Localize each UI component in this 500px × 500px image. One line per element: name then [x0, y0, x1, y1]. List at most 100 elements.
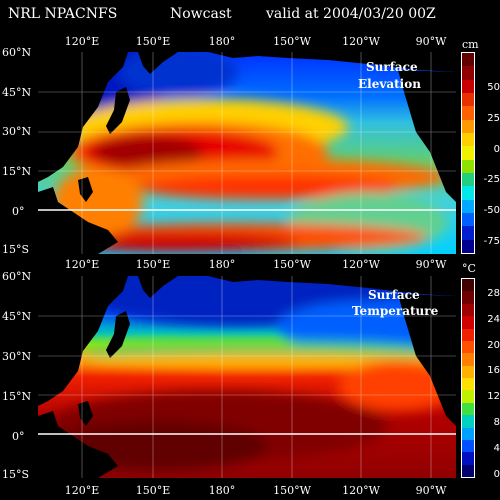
grid-lines: [38, 52, 456, 254]
colorbar-tick-label: 8: [493, 417, 500, 428]
colorbar-segment: [462, 402, 474, 416]
lat-label-15n-top: 15°N: [2, 165, 32, 178]
colorbar-segment: [462, 53, 474, 67]
lat-label-60n-bottom: 60°N: [2, 270, 32, 283]
temperature-unit: °C: [462, 262, 476, 275]
kamchatka-landmass-bottom: [138, 276, 178, 298]
lon-label-150w-bottom: 150°W: [273, 484, 311, 497]
maritime-continent-bottom: [38, 411, 118, 478]
colorbar-tick-label: -75: [483, 236, 500, 247]
lat-label-45n-top: 45°N: [2, 86, 32, 99]
lat-label-eq-top: 0°: [12, 205, 25, 218]
colorbar-segment: [462, 186, 474, 200]
valid-time: valid at 2004/03/20 00Z: [266, 6, 436, 22]
colorbar-segment: [462, 427, 474, 440]
lon-label-150e-mid: 150°E: [135, 258, 171, 271]
colorbar-segment: [462, 226, 474, 240]
colorbar-segment: [462, 365, 474, 378]
colorbar-segment: [462, 199, 474, 213]
colorbar-segment: [462, 340, 474, 354]
colorbar-segment: [462, 452, 474, 465]
lon-label-120e-mid: 120°E: [64, 258, 100, 271]
lon-label-150w-top: 150°W: [273, 35, 311, 48]
north-america-landmass: [398, 70, 456, 202]
elevation-unit: cm: [462, 38, 479, 51]
colorbar-segment: [462, 464, 474, 477]
colorbar-segment: [462, 79, 474, 93]
colorbar-segment: [462, 66, 474, 80]
colorbar-segment: [462, 119, 474, 133]
colorbar-tick-label: -50: [483, 205, 500, 217]
lat-label-15s-top: 15°S: [2, 243, 30, 256]
japan-islands: [106, 87, 130, 134]
japan-islands-bottom: [106, 311, 130, 358]
lon-label-150e-top: 150°E: [135, 35, 171, 48]
colorbar-tick-label: 16: [487, 365, 500, 377]
colorbar-segment: [462, 172, 474, 187]
colorbar-segment: [462, 390, 474, 403]
lon-label-90w-mid: 90°W: [415, 258, 447, 271]
lat-label-45n-bottom: 45°N: [2, 310, 32, 323]
elevation-map-svg: [38, 52, 456, 254]
elevation-title-line2: Elevation: [358, 77, 421, 91]
lat-label-15s-bottom: 15°S: [2, 468, 30, 481]
colorbar-segment: [462, 291, 474, 304]
lon-label-180-bottom: 180°: [208, 484, 236, 497]
lon-label-90w-top: 90°W: [415, 35, 447, 48]
north-america-landmass-bottom: [398, 294, 456, 426]
colorbar-tick-label: 28: [487, 288, 500, 299]
temperature-title-line1: Surface: [368, 288, 420, 302]
grid-lines-bottom: [38, 276, 456, 478]
colorbar-segment: [462, 159, 474, 173]
colorbar-segment: [462, 146, 474, 160]
product-type: Nowcast: [170, 6, 232, 22]
elevation-field: [38, 52, 448, 252]
temperature-colorbar: [461, 278, 475, 478]
model-name: NRL NPACNFS: [8, 6, 118, 22]
lat-label-15n-bottom: 15°N: [2, 390, 32, 403]
asia-landmass: [38, 52, 128, 182]
colorbar-tick-label: 50: [487, 82, 500, 93]
lon-label-150e-bottom: 150°E: [135, 484, 171, 497]
colorbar-segment: [462, 92, 474, 107]
temperature-map-svg: [38, 276, 456, 478]
colorbar-segment: [462, 353, 474, 366]
lat-label-60n-top: 60°N: [2, 46, 32, 59]
colorbar-segment: [462, 303, 474, 317]
colorbar-tick-label: 12: [487, 391, 500, 403]
lon-label-150w-mid: 150°W: [273, 258, 311, 271]
alaska-landmass-bottom: [208, 276, 456, 296]
colorbar-tick-label: 4: [493, 442, 500, 454]
colorbar-tick-label: 20: [487, 339, 500, 351]
kamchatka-landmass: [138, 52, 178, 74]
lon-label-120e-top: 120°E: [64, 35, 100, 48]
colorbar-segment: [462, 239, 474, 253]
colorbar-tick-label: 24: [487, 313, 500, 325]
temperature-title-line2: Temperature: [352, 304, 439, 318]
colorbar-tick-label: 0: [493, 143, 500, 155]
asia-landmass-bottom: [38, 276, 128, 406]
lon-label-90w-bottom: 90°W: [415, 484, 447, 497]
elevation-colorbar: [461, 52, 475, 254]
lon-label-180-top: 180°: [208, 35, 236, 48]
colorbar-segment: [462, 439, 474, 453]
lon-label-120w-mid: 120°W: [342, 258, 380, 271]
lat-label-30n-top: 30°N: [2, 125, 32, 138]
alaska-landmass: [208, 52, 456, 72]
elevation-title-line1: Surface: [366, 60, 418, 74]
colorbar-segment: [462, 106, 474, 120]
lon-label-120w-bottom: 120°W: [342, 484, 380, 497]
colorbar-segment: [462, 212, 474, 227]
lat-label-30n-bottom: 30°N: [2, 350, 32, 363]
colorbar-segment: [462, 415, 474, 428]
colorbar-tick-label: -25: [483, 174, 500, 186]
colorbar-segment: [462, 132, 474, 147]
temperature-map: [38, 276, 456, 478]
colorbar-tick-label: 0: [493, 468, 500, 480]
colorbar-segment: [462, 316, 474, 329]
elevation-map: [38, 52, 456, 254]
colorbar-tick-label: 25: [487, 112, 500, 124]
maritime-continent: [38, 187, 118, 254]
lon-label-120e-bottom: 120°E: [64, 484, 100, 497]
colorbar-segment: [462, 328, 474, 341]
